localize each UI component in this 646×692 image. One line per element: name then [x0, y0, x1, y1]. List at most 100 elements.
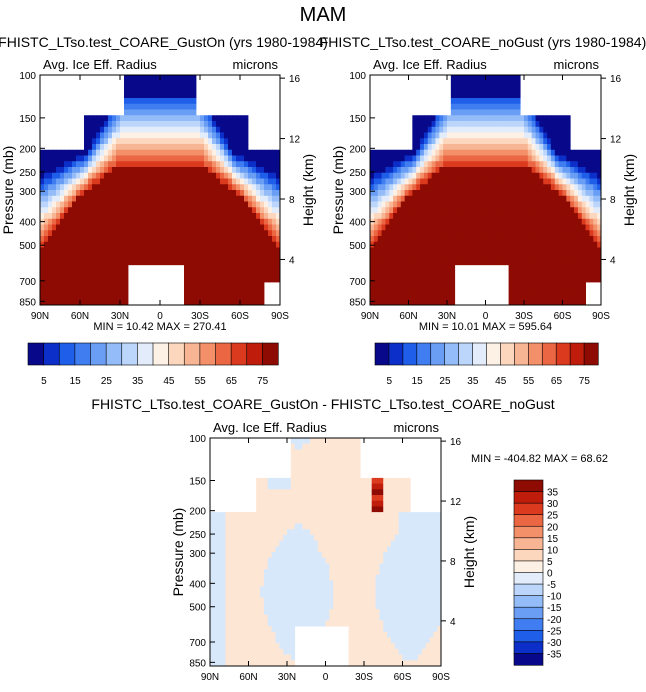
field-cell	[264, 149, 269, 156]
field-cell	[80, 276, 85, 283]
field-cell	[232, 149, 237, 156]
field-cell	[212, 218, 217, 225]
y-tick-label: 850	[19, 297, 36, 308]
field-cell	[272, 149, 277, 156]
field-cell	[80, 299, 85, 306]
field-cell	[84, 253, 89, 260]
field-cell	[443, 184, 448, 191]
field-cell	[124, 161, 129, 168]
field-cell	[313, 540, 319, 547]
field-cell	[566, 241, 571, 248]
field-cell	[176, 259, 181, 266]
field-cell	[574, 161, 579, 168]
field-cell	[454, 218, 459, 225]
field-cell	[520, 121, 525, 128]
field-cell	[450, 121, 456, 128]
field-cell	[224, 293, 229, 300]
field-cell	[443, 207, 448, 214]
field-cell	[400, 259, 406, 266]
field-cell	[412, 287, 417, 294]
field-cell	[294, 597, 299, 604]
field-cell	[248, 580, 253, 587]
field-cell	[577, 172, 583, 179]
field-cell	[64, 293, 69, 300]
field-cell	[539, 115, 544, 122]
field-cell	[263, 569, 269, 576]
field-cell	[248, 626, 253, 633]
field-cell	[298, 586, 303, 593]
field-cell	[333, 466, 338, 473]
field-cell	[188, 241, 193, 248]
field-cell	[524, 132, 529, 139]
field-cell	[373, 149, 379, 156]
field-cell	[248, 253, 253, 260]
field-cell	[458, 126, 463, 133]
field-cell	[232, 184, 237, 191]
field-cell	[597, 270, 602, 277]
field-cell	[64, 236, 69, 243]
field-cell	[213, 597, 219, 604]
field-cell	[337, 472, 342, 479]
field-cell	[248, 540, 253, 547]
field-cell	[493, 121, 498, 128]
field-cell	[443, 247, 448, 254]
field-cell	[585, 276, 590, 283]
field-cell	[439, 132, 444, 139]
field-cell	[306, 614, 311, 621]
field-cell	[48, 195, 53, 202]
field-cell	[271, 660, 276, 667]
field-cell	[524, 276, 529, 283]
field-cell	[229, 597, 234, 604]
field-cell	[60, 167, 65, 174]
field-cell	[164, 195, 169, 202]
field-cell	[40, 184, 45, 191]
field-cell	[168, 149, 173, 156]
field-cell	[204, 270, 209, 277]
field-cell	[539, 121, 544, 128]
field-cell	[512, 241, 517, 248]
field-cell	[558, 126, 563, 133]
field-cell	[164, 149, 169, 156]
field-cell	[271, 489, 276, 496]
field-cell	[217, 631, 222, 638]
field-cell	[593, 207, 598, 214]
field-cell	[180, 103, 185, 110]
field-cell	[539, 293, 544, 300]
field-cell	[333, 483, 338, 490]
field-cell	[504, 190, 509, 197]
field-cell	[447, 236, 452, 243]
field-cell	[52, 149, 57, 156]
x-tick-label: 60S	[554, 311, 572, 322]
field-cell	[520, 230, 525, 237]
field-cell	[128, 109, 133, 116]
field-cell	[520, 253, 525, 260]
field-cell	[290, 546, 296, 553]
field-cell	[271, 512, 276, 519]
field-cell	[152, 92, 157, 99]
field-cell	[313, 466, 319, 473]
field-cell	[370, 236, 375, 243]
field-cell	[489, 195, 494, 202]
field-cell	[40, 236, 45, 243]
field-cell	[447, 241, 452, 248]
field-cell	[136, 201, 141, 208]
field-cell	[140, 80, 145, 87]
field-cell	[527, 195, 533, 202]
field-cell	[200, 236, 205, 243]
field-cell	[337, 449, 342, 456]
field-cell	[290, 495, 296, 502]
field-cell	[220, 201, 225, 208]
field-cell	[260, 213, 265, 220]
field-cell	[279, 643, 284, 650]
field-cell	[427, 241, 432, 248]
field-cell	[204, 149, 209, 156]
field-cell	[581, 218, 586, 225]
field-cell	[489, 161, 494, 168]
field-cell	[252, 534, 257, 541]
field-cell	[493, 195, 498, 202]
field-cell	[381, 259, 386, 266]
field-cell	[313, 620, 319, 627]
field-cell	[116, 161, 121, 168]
field-cell	[128, 172, 133, 179]
field-cell	[485, 109, 490, 116]
